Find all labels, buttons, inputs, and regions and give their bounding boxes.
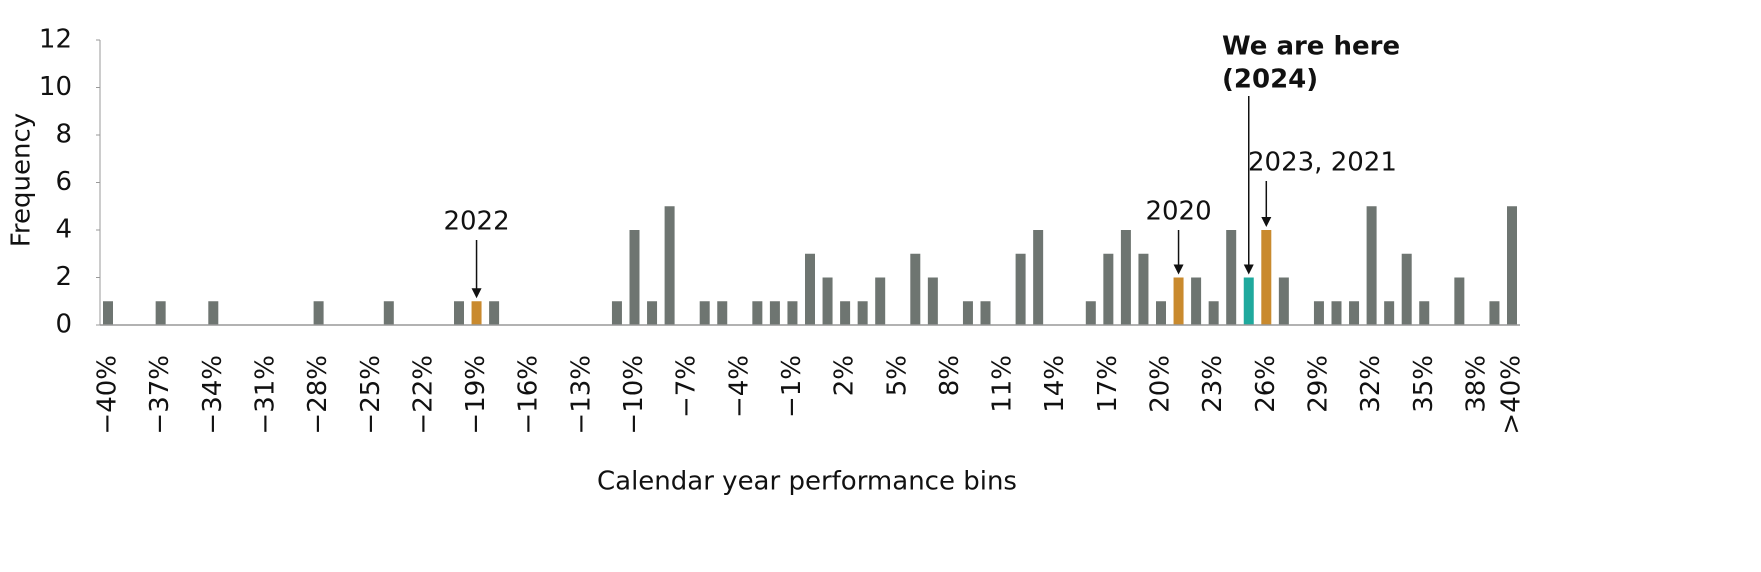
x-tick-label: −25% <box>356 355 386 435</box>
bar <box>1349 301 1360 325</box>
arrow-head <box>471 288 482 299</box>
bar <box>1173 277 1184 325</box>
x-tick-label: 29% <box>1303 355 1333 413</box>
x-tick-label: −10% <box>619 355 649 435</box>
bar <box>699 301 710 325</box>
bar <box>962 301 973 325</box>
bar <box>822 277 833 325</box>
bar <box>857 301 868 325</box>
bar <box>769 301 780 325</box>
x-tick-label: −31% <box>250 355 280 435</box>
x-tick-label: 32% <box>1356 355 1386 413</box>
y-axis-label: Frequency <box>7 113 37 247</box>
bar <box>1401 253 1412 325</box>
y-tick-label: 10 <box>39 72 72 102</box>
y-tick-label: 6 <box>55 167 72 197</box>
y-tick-label: 0 <box>55 310 72 340</box>
y-tick-label: 12 <box>39 25 72 55</box>
bar <box>1156 301 1166 325</box>
bar <box>805 253 815 325</box>
bar <box>1015 253 1026 325</box>
bar <box>489 301 500 325</box>
x-tick-label: −28% <box>303 355 333 435</box>
arrow-head <box>1243 264 1254 275</box>
bar <box>717 301 728 325</box>
x-tick-label: 11% <box>988 355 1018 413</box>
bar <box>1261 230 1272 325</box>
bar <box>927 277 938 325</box>
bar <box>980 301 991 325</box>
annotation: 2022 <box>443 207 509 237</box>
bar <box>611 301 622 325</box>
bar <box>1278 277 1289 325</box>
bar <box>454 301 464 325</box>
x-tick-label: −37% <box>145 355 175 435</box>
bar <box>910 253 921 325</box>
y-tick-label: 4 <box>55 215 72 245</box>
bar <box>1208 301 1219 325</box>
y-tick-label: 2 <box>55 262 72 292</box>
x-tick-label: 2% <box>830 355 860 396</box>
annotation: We are here <box>1222 32 1400 62</box>
arrow-head <box>1173 264 1184 275</box>
x-tick-label: −16% <box>514 355 544 435</box>
x-tick-label: −34% <box>198 355 228 435</box>
bar <box>1489 301 1500 325</box>
x-tick-label: −40% <box>93 355 123 435</box>
bar <box>208 301 219 325</box>
x-tick-label: −22% <box>408 355 438 435</box>
x-tick-label: 8% <box>935 355 965 396</box>
bar <box>664 206 675 325</box>
bar <box>1103 253 1114 325</box>
bar <box>1384 301 1395 325</box>
arrow-head <box>1261 217 1272 227</box>
annotation: 2023, 2021 <box>1248 148 1397 178</box>
bar <box>752 301 763 325</box>
x-tick-label: 17% <box>1093 355 1123 413</box>
bar <box>1085 301 1096 325</box>
x-tick-label: −13% <box>566 355 596 435</box>
bar <box>1507 206 1517 325</box>
x-tick-label: 35% <box>1409 355 1439 413</box>
bar <box>1454 277 1465 325</box>
x-tick-label: 26% <box>1251 355 1281 413</box>
bar <box>629 230 640 325</box>
x-tick-label: 5% <box>882 355 912 396</box>
bar <box>471 301 482 325</box>
bar <box>1419 301 1430 325</box>
x-tick-label: −1% <box>777 355 807 418</box>
x-tick-label: 38% <box>1461 355 1491 413</box>
annotation: (2024) <box>1222 65 1318 95</box>
bar <box>1243 277 1254 325</box>
bar <box>875 277 886 325</box>
bar <box>1331 301 1342 325</box>
x-tick-label: −4% <box>724 355 754 418</box>
bar <box>840 301 851 325</box>
bar <box>155 301 166 325</box>
bar <box>1366 206 1377 325</box>
bar <box>1313 301 1324 325</box>
x-axis-label: Calendar year performance bins <box>597 467 1017 497</box>
bar <box>1191 277 1202 325</box>
bar <box>103 301 113 325</box>
y-tick-label: 8 <box>55 120 72 150</box>
bar <box>313 301 324 325</box>
bar <box>1120 230 1131 325</box>
bar <box>1226 230 1237 325</box>
x-tick-label: 23% <box>1198 355 1228 413</box>
x-tick-label: 20% <box>1146 355 1176 413</box>
x-tick-label: −7% <box>672 355 702 418</box>
x-tick-label: >40% <box>1497 355 1527 435</box>
bar <box>1138 253 1149 325</box>
bar <box>1033 230 1044 325</box>
annotation: 2020 <box>1145 197 1211 227</box>
x-tick-label: 14% <box>1040 355 1070 413</box>
bar <box>383 301 394 325</box>
x-tick-label: −19% <box>461 355 491 435</box>
bar <box>787 301 798 325</box>
bar <box>647 301 658 325</box>
